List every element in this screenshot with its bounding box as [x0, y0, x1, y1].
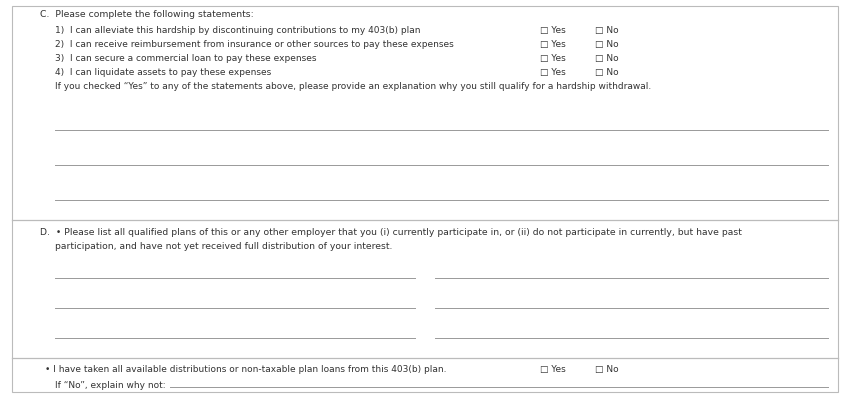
- Text: □ No: □ No: [595, 40, 619, 49]
- Text: □ No: □ No: [595, 26, 619, 35]
- Text: □ Yes: □ Yes: [540, 26, 566, 35]
- Text: If “No”, explain why not:: If “No”, explain why not:: [55, 381, 168, 390]
- Text: □ No: □ No: [595, 54, 619, 63]
- Text: C.  Please complete the following statements:: C. Please complete the following stateme…: [40, 10, 254, 19]
- Text: If you checked “Yes” to any of the statements above, please provide an explanati: If you checked “Yes” to any of the state…: [55, 82, 651, 91]
- Text: participation, and have not yet received full distribution of your interest.: participation, and have not yet received…: [40, 242, 393, 251]
- Text: 4)  I can liquidate assets to pay these expenses: 4) I can liquidate assets to pay these e…: [55, 68, 271, 77]
- Text: □ Yes: □ Yes: [540, 54, 566, 63]
- Text: □ No: □ No: [595, 68, 619, 77]
- Text: • I have taken all available distributions or non-taxable plan loans from this 4: • I have taken all available distributio…: [45, 365, 446, 374]
- Text: D.  • Please list all qualified plans of this or any other employer that you (i): D. • Please list all qualified plans of …: [40, 228, 742, 237]
- Text: □ Yes: □ Yes: [540, 40, 566, 49]
- Text: 3)  I can secure a commercial loan to pay these expenses: 3) I can secure a commercial loan to pay…: [55, 54, 316, 63]
- Text: □ Yes: □ Yes: [540, 365, 566, 374]
- Text: 2)  I can receive reimbursement from insurance or other sources to pay these exp: 2) I can receive reimbursement from insu…: [55, 40, 454, 49]
- Text: □ No: □ No: [595, 365, 619, 374]
- Text: 1)  I can alleviate this hardship by discontinuing contributions to my 403(b) pl: 1) I can alleviate this hardship by disc…: [55, 26, 421, 35]
- Text: □ Yes: □ Yes: [540, 68, 566, 77]
